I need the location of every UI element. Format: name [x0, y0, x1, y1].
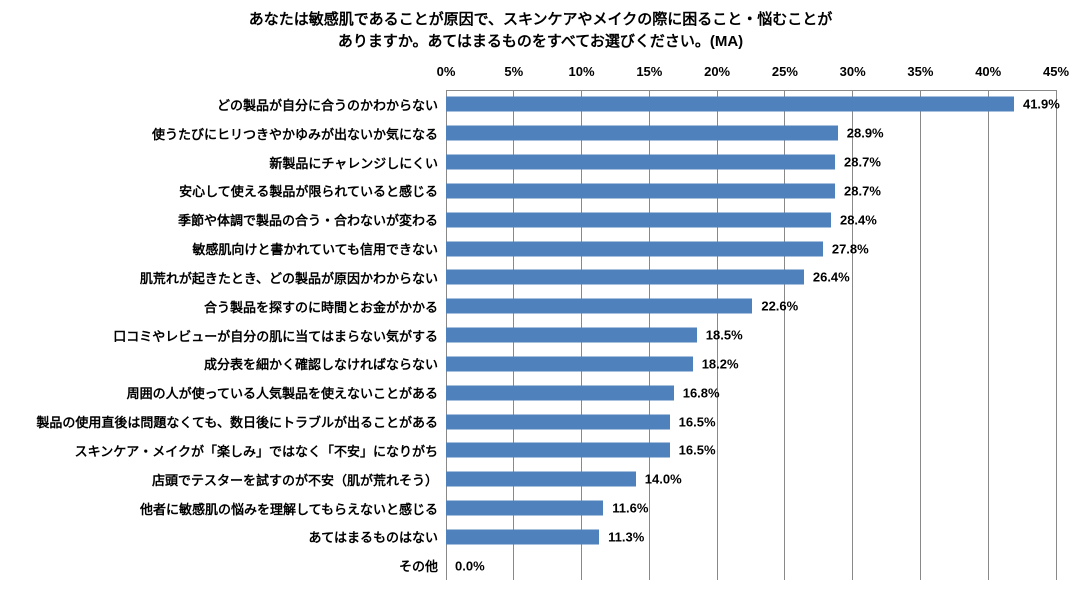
gridline — [987, 90, 989, 580]
bar — [446, 154, 836, 170]
value-label: 26.4% — [812, 269, 850, 285]
x-axis-tick-label: 5% — [504, 64, 524, 79]
bar-row: 28.4% — [446, 205, 1056, 234]
plot-area: 41.9% 28.9% 28.7% 28.7% 28.4% 27.8% 26.4% 22.6%… — [445, 90, 1060, 580]
value-label: 28.7% — [844, 183, 881, 199]
category-label: 周囲の人が使っている人気製品を使えないことがある — [126, 386, 438, 402]
value-label: 28.4% — [839, 212, 877, 228]
bar — [446, 471, 636, 487]
bar — [446, 414, 670, 430]
x-axis-tick-label: 0% — [436, 64, 456, 79]
bar — [446, 125, 838, 141]
bar — [446, 183, 836, 199]
value-label: 28.7% — [844, 154, 881, 170]
bar-row: 26.4% — [446, 263, 1056, 292]
bar — [446, 356, 693, 372]
bar-row: 0.0% — [446, 551, 1056, 580]
bar-row: 16.5% — [446, 407, 1056, 436]
gridline — [919, 90, 921, 580]
category-label: その他 — [398, 559, 438, 575]
bar-row: 16.5% — [446, 436, 1056, 465]
bar — [446, 500, 604, 516]
value-label: 16.5% — [678, 442, 716, 458]
bar-rows: 41.9% 28.9% 28.7% 28.7% 28.4% 27.8% 26.4% 22.6%… — [446, 90, 1060, 580]
x-axis-tick-label: 35% — [907, 64, 934, 79]
bar-row: 28.7% — [446, 148, 1056, 177]
category-label: 他者に敏感肌の悩みを理解してもらえないと感じる — [140, 501, 438, 517]
category-label: スキンケア・メイクが「楽しみ」ではなく「不安」になりがち — [74, 443, 438, 459]
value-label: 16.5% — [678, 414, 716, 430]
category-label: 使うたびにヒリつきやかゆみが出ないか気になる — [151, 126, 438, 142]
category-label: 肌荒れが起きたとき、どの製品が原因かわからない — [139, 270, 438, 286]
category-label: 製品の使用直後は問題なくても、数日後にトラブルが出ることがある — [36, 415, 438, 431]
value-label: 16.8% — [682, 385, 720, 401]
bar-row: 18.2% — [446, 349, 1056, 378]
bar-row: 11.6% — [446, 494, 1056, 523]
value-label: 0.0% — [455, 558, 485, 574]
gridline — [716, 90, 718, 580]
x-axis-tick-label: 15% — [636, 64, 663, 79]
bar — [446, 212, 831, 228]
bar-row: 27.8% — [446, 234, 1056, 263]
bar-row: 28.9% — [446, 119, 1056, 148]
category-label: 店頭でテスターを試すのが不安（肌が荒れそう） — [151, 472, 438, 488]
axis-top-line — [446, 90, 1056, 91]
value-label: 27.8% — [831, 241, 869, 257]
category-label: 口コミやレビューが自分の肌に当てはまらない気がする — [113, 328, 438, 344]
chart-title-line2: ありますか。あてはまるものをすべてお選びください。(MA) — [337, 33, 744, 50]
chart-title: あなたは敏感肌であることが原因で、スキンケアやメイクの際に困ること・悩むことが … — [0, 9, 1081, 53]
bar-row: 22.6% — [446, 292, 1056, 321]
x-axis-tick-label: 40% — [975, 64, 1002, 79]
value-label: 11.3% — [608, 529, 645, 545]
value-label: 11.6% — [612, 500, 649, 516]
value-label: 41.9% — [1022, 96, 1060, 112]
x-axis-tick-label: 25% — [771, 64, 798, 79]
category-axis-labels: どの製品が自分に合うのかわからない使うたびにヒリつきやかゆみが出ないか気になる新… — [0, 90, 438, 580]
bar — [446, 241, 823, 257]
bar — [446, 269, 804, 285]
category-label: 新製品にチャレンジしにくい — [269, 155, 438, 171]
value-label: 18.5% — [705, 327, 743, 343]
bar — [446, 327, 697, 343]
value-label: 22.6% — [761, 298, 799, 314]
category-label: 成分表を細かく確認しなければならない — [203, 357, 438, 373]
bar-row: 41.9% — [446, 90, 1060, 119]
bar — [446, 96, 1014, 112]
bar — [446, 529, 600, 545]
x-axis-tick-label: 45% — [1042, 64, 1070, 79]
category-label: どの製品が自分に合うのかわからない — [216, 97, 438, 113]
gridline — [784, 90, 786, 580]
bar-row: 11.3% — [446, 522, 1056, 551]
bar — [446, 385, 674, 401]
bar — [446, 442, 670, 458]
category-label: 敏感肌向けと書かれていても信用できない — [192, 242, 438, 258]
value-label: 28.9% — [846, 125, 884, 141]
value-label: 18.2% — [701, 356, 739, 372]
value-label: 14.0% — [644, 471, 682, 487]
category-label: あてはまるものはない — [308, 530, 438, 546]
x-axis-tick-label: 10% — [568, 64, 595, 79]
gridline — [1055, 90, 1057, 580]
category-label: 安心して使える製品が限られていると感じる — [179, 184, 438, 200]
category-label: 合う製品を探すのに時間とお金がかかる — [203, 299, 438, 315]
x-axis-tick-labels: 0% 5% 10% 15% 20% 25% 30% 35% 40% 45% — [437, 64, 1069, 80]
bar-row: 14.0% — [446, 465, 1056, 494]
category-label: 季節や体調で製品の合う・合わないが変わる — [177, 213, 438, 229]
gridline — [852, 90, 854, 580]
x-axis-tick-label: 20% — [704, 64, 731, 79]
bar-row: 16.8% — [446, 378, 1056, 407]
x-axis-tick-label: 30% — [839, 64, 866, 79]
bar-row: 28.7% — [446, 176, 1056, 205]
chart-title-line1: あなたは敏感肌であることが原因で、スキンケアやメイクの際に困ること・悩むことが — [248, 11, 833, 28]
bar-row: 18.5% — [446, 321, 1056, 350]
bar — [446, 298, 753, 314]
